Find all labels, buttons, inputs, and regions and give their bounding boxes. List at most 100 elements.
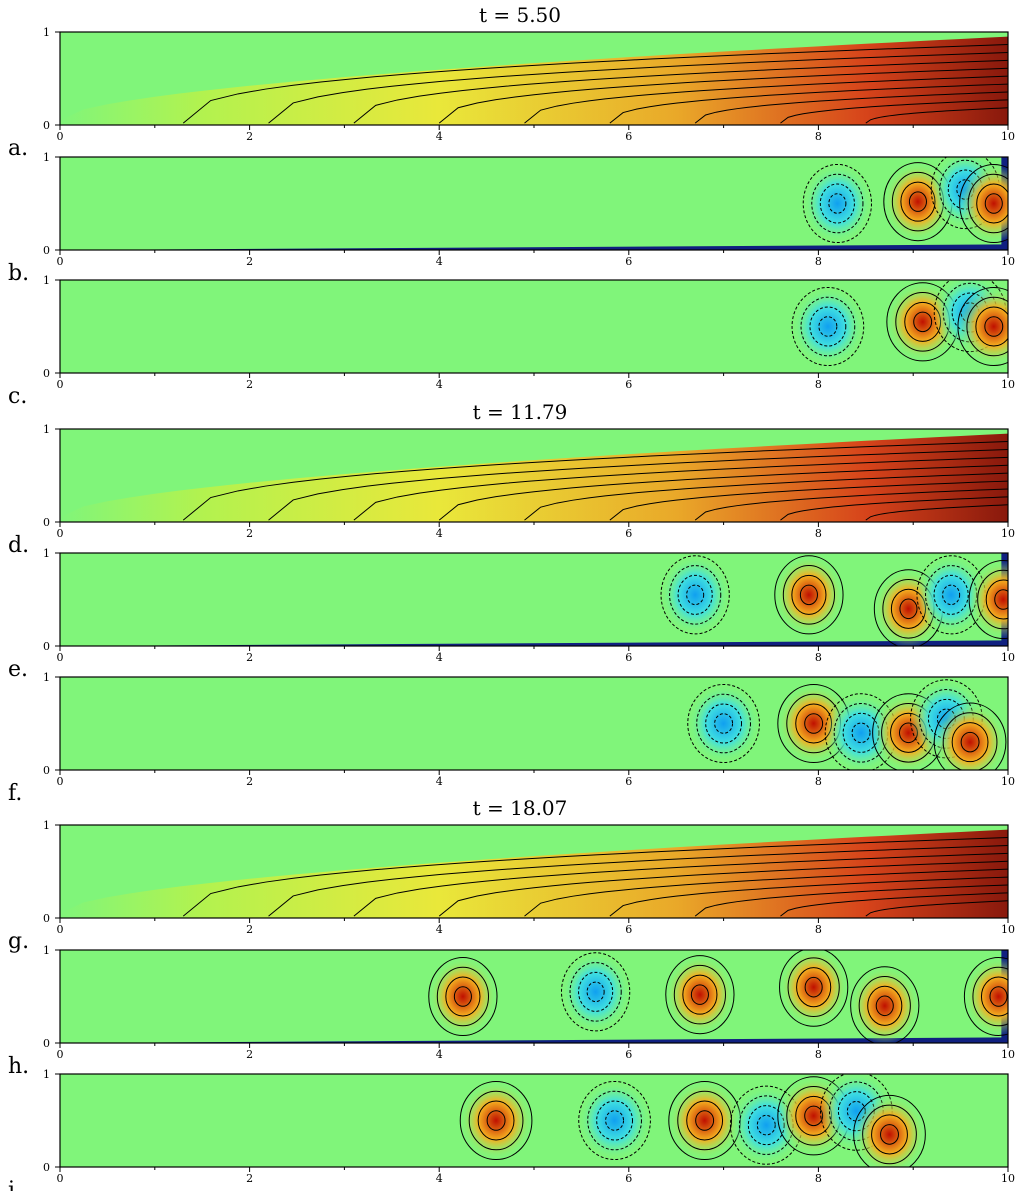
y-tick-label: 1 — [43, 151, 50, 164]
contour-line — [182, 441, 1008, 521]
x-tick-label: 0 — [57, 378, 64, 391]
heatmap-field — [60, 157, 1008, 250]
contour-ring — [578, 971, 614, 1012]
boundary-layer — [60, 244, 1008, 250]
contour-ring — [569, 962, 622, 1022]
contour-ring — [850, 966, 920, 1043]
contour-ring — [984, 193, 1003, 214]
contour-ring — [899, 598, 918, 620]
positive-cell — [428, 957, 498, 1036]
panel-label: i. — [8, 1178, 22, 1191]
x-tick-label: 0 — [57, 130, 64, 143]
contour-ring — [957, 286, 1008, 367]
panel-label: h. — [8, 1054, 29, 1079]
contour-line — [438, 67, 1008, 124]
contour-ring — [695, 1110, 715, 1131]
x-tick-label: 10 — [1001, 923, 1015, 936]
y-tick-label: 0 — [43, 244, 50, 257]
contour-ring — [980, 976, 1008, 1017]
x-tick-label: 4 — [436, 1048, 443, 1061]
contour-ring — [756, 1114, 776, 1136]
contour-line — [780, 496, 1008, 521]
heatmap-field — [60, 433, 1008, 522]
contour-ring — [908, 191, 927, 212]
contour-ring — [960, 731, 980, 753]
time-title-3: t = 18.07 — [473, 796, 568, 820]
x-tick-label: 6 — [625, 378, 632, 391]
x-tick-label: 6 — [625, 1048, 632, 1061]
contour-line — [182, 837, 1008, 917]
contour-ring — [809, 306, 847, 347]
y-tick-label: 0 — [43, 516, 50, 529]
temperature-fill — [60, 433, 1008, 522]
positive-cell — [774, 555, 844, 634]
contour-ring — [942, 712, 998, 770]
contour-line — [609, 480, 1008, 521]
panel-label: d. — [8, 533, 29, 558]
y-tick-label: 1 — [43, 1068, 50, 1081]
contour-ring — [851, 722, 871, 744]
heatmap-field — [791, 280, 1008, 367]
contour-line — [524, 472, 1008, 521]
contour-ring — [677, 574, 713, 615]
time-title-2: t = 11.79 — [473, 400, 568, 424]
heatmap-field — [60, 829, 1008, 918]
contour-ring — [673, 964, 726, 1025]
x-tick-label: 8 — [815, 130, 822, 143]
contour-line — [609, 83, 1008, 124]
y-tick-label: 0 — [43, 764, 50, 777]
x-tick-label: 6 — [625, 651, 632, 664]
contour-ring — [687, 683, 760, 764]
x-tick-label: 4 — [436, 1172, 443, 1185]
contour-ring — [933, 574, 969, 615]
x-tick-label: 2 — [246, 923, 253, 936]
positive-cell — [969, 560, 1008, 639]
contour-line — [865, 107, 1008, 124]
negative-cell — [803, 164, 872, 243]
positive-cell — [850, 966, 919, 1043]
x-tick-label: 10 — [1001, 775, 1015, 788]
contour-ring — [791, 286, 865, 367]
contour-ring — [428, 956, 498, 1037]
panel-f: 0 2 4 6 8 10 0 1 f. — [8, 671, 1015, 806]
contour-ring — [696, 693, 751, 754]
contour-ring — [665, 955, 735, 1035]
contour-ring — [942, 584, 961, 606]
contour-ring — [968, 559, 1008, 640]
x-tick-label: 6 — [625, 923, 632, 936]
contour-ring — [459, 1080, 533, 1161]
contour-ring — [972, 966, 1008, 1027]
x-tick-label: 6 — [625, 775, 632, 788]
heatmap-field — [459, 1074, 926, 1167]
contour-ring — [804, 976, 823, 998]
contour-ring — [994, 589, 1008, 610]
y-tick-label: 0 — [43, 1161, 50, 1174]
contour-ring — [976, 183, 1008, 224]
contour-ring — [818, 316, 838, 337]
x-tick-label: 2 — [246, 527, 253, 540]
contour-line — [780, 892, 1008, 917]
panel-label: g. — [8, 929, 29, 954]
contour-ring — [985, 579, 1008, 620]
time-title-1: t = 5.50 — [479, 3, 561, 27]
heatmap-background — [60, 280, 1008, 373]
contour-ring — [660, 555, 730, 635]
x-tick-label: 0 — [57, 1048, 64, 1061]
x-tick-label: 0 — [57, 651, 64, 664]
y-tick-label: 1 — [43, 423, 50, 436]
contour-line — [524, 868, 1008, 917]
contour-ring — [828, 193, 847, 214]
contour-ring — [445, 976, 481, 1017]
y-tick-label: 0 — [43, 1037, 50, 1050]
contour-line — [694, 488, 1008, 521]
heatmap-field — [687, 679, 1007, 770]
x-tick-label: 0 — [57, 775, 64, 788]
negative-cell — [578, 1081, 651, 1160]
panel-label: a. — [8, 136, 28, 161]
contour-ring — [669, 565, 722, 625]
panel-label: e. — [8, 657, 28, 682]
